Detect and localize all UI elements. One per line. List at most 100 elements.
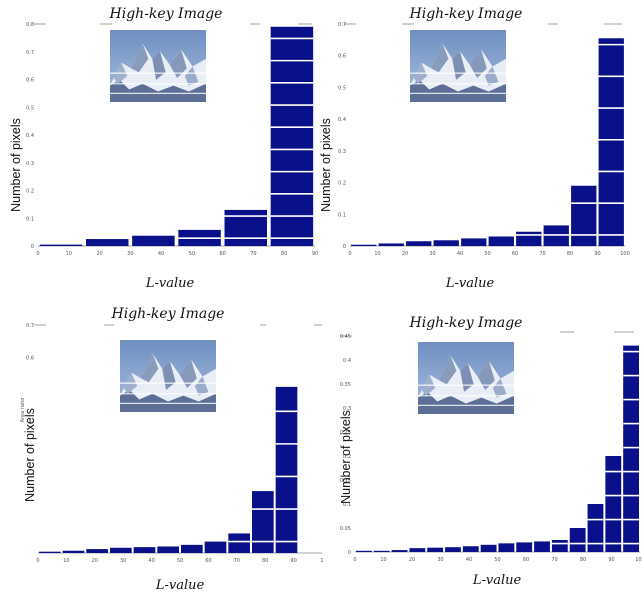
x-tick-label: 70 [250,251,256,257]
histogram-bar-6 [157,546,179,553]
x-tick-label: 80 [262,558,268,564]
histogram-panel-3: 0.7 0.6 0 10 20 30 40 50 60 70 80 90 1 High-key Image… [20,306,324,593]
x-tick-label: 40 [457,251,463,257]
mountain-snow-thumbnail [110,29,206,103]
y-tick-label: 0 [343,244,346,250]
y-tick-label: 0.5 [338,85,346,91]
histogram-panel-4: 0 0.05 0.1 0.15 0.2 0.25 0.3 0.35 0.4 0.45 0 10 20 30… [339,315,642,588]
x-tick-label: 10 [63,558,69,564]
histogram-bar-2 [86,239,129,246]
x-axis-label: L-value [445,276,495,291]
y-tick-label: 0.6 [338,54,346,60]
histogram-bar-1 [39,244,83,246]
histogram-bar-9 [571,185,597,246]
y-tick-label: 0.1 [338,212,346,218]
x-tick-label: 0 [353,557,356,563]
y-tick-label: 0.3 [343,406,351,412]
mountain-snow-thumbnail [410,29,506,103]
x-axis-label: L-value [472,573,522,588]
histogram-bar-1 [356,550,372,552]
histogram-bar-11 [275,386,298,553]
y-tick-label: 0.6 [26,78,34,84]
x-tick-label: 60 [219,251,225,257]
histogram-bar-4 [433,240,459,246]
y-tick-label: 0.7 [26,50,34,56]
histogram-bar-2 [378,243,404,246]
y-tick-label: 0.45 [340,334,351,340]
x-tick-label: 70 [539,251,545,257]
histogram-bar-2 [62,550,85,553]
x-tick-label: 0 [36,251,39,257]
histogram-panel-2: 0 0.1 0.2 0.3 0.4 0.5 0.6 0.7 0 10 20 30 40 50 60 70 80 9… [319,6,630,291]
x-axis-label: L-value [145,276,195,291]
y-tick-label: 0.7 [338,22,346,28]
histogram-bar-3 [391,550,408,552]
x-tick-label: 20 [409,557,415,563]
x-tick-label: 40 [466,557,472,563]
x-tick-label: 90 [312,251,318,257]
histogram-bar-10 [598,38,624,247]
chart-title: High-key Image [109,6,223,22]
x-axis-label: L-value [155,578,205,593]
chart-title: High-key Image [111,306,225,322]
histogram-bar-6 [488,236,514,246]
y-tick-label: 0.2 [343,454,351,460]
y-tick-label: 0.6 [26,356,34,362]
histogram-bar-15 [605,456,622,552]
y-tick-label: 0.8 [26,22,34,28]
histogram-bar-3 [86,549,108,553]
x-tick-label: 80 [567,251,573,257]
y-tick-label: 0.5 [26,105,34,111]
x-tick-label: 50 [177,558,183,564]
y-tick-label: 0.3 [338,149,346,155]
histogram-bar-6 [270,26,314,247]
x-tick-label: 90 [290,558,296,564]
x-tick-label: 20 [402,251,408,257]
mountain-snow-thumbnail [120,340,216,412]
histogram-bar-10 [252,491,274,553]
histogram-bar-5 [427,547,444,552]
y-tick-label: 0 [348,550,351,556]
y-tick-label: 0.4 [26,133,34,139]
histogram-bar-12 [551,540,568,552]
histogram-bar-6 [445,547,461,552]
x-tick-label: 50 [494,557,500,563]
chart-title: High-key Image [409,315,523,331]
x-tick-label: 40 [148,558,154,564]
histogram-bar-9 [228,533,250,553]
x-tick-label: 70 [551,557,557,563]
histogram-bar-8 [204,541,227,553]
chart-title: High-key Image [409,6,523,22]
x-tick-label: 90 [608,557,614,563]
histogram-bar-16 [623,345,639,552]
y-tick-label: 0.05 [340,526,351,532]
x-tick-label: 100 [620,251,630,257]
x-tick-label: 60 [523,557,529,563]
x-tick-label: 60 [205,558,211,564]
x-tick-label: 40 [158,251,164,257]
histogram-bar-10 [516,542,533,552]
histogram-bar-7 [181,544,203,553]
x-tick-label: 30 [437,557,443,563]
y-tick-label: 0.1 [26,216,34,222]
y-tick-label: 0 [31,244,34,250]
x-tick-label: 80 [281,251,287,257]
histogram-bar-9 [498,543,515,552]
x-tick-label: 0 [36,558,39,564]
y-tick-label: 0.25 [340,430,351,436]
histogram-bar-1 [39,551,61,553]
x-tick-label: 20 [92,558,98,564]
mountain-snow-thumbnail [418,342,514,414]
histogram-bar-3 [406,241,432,246]
histogram-bar-1 [351,244,377,246]
y-axis-label: Number of pixels [9,118,23,212]
y-tick-label: 0.4 [338,117,346,123]
x-tick-label: 90 [594,251,600,257]
y-tick-label: 0.35 [340,382,351,388]
histogram-bar-8 [480,544,497,552]
x-tick-label: 30 [127,251,133,257]
histogram-bar-4 [110,547,132,553]
x-tick-label: 10 [380,557,386,563]
y-axis-sublabel: Area ratio [20,398,26,423]
